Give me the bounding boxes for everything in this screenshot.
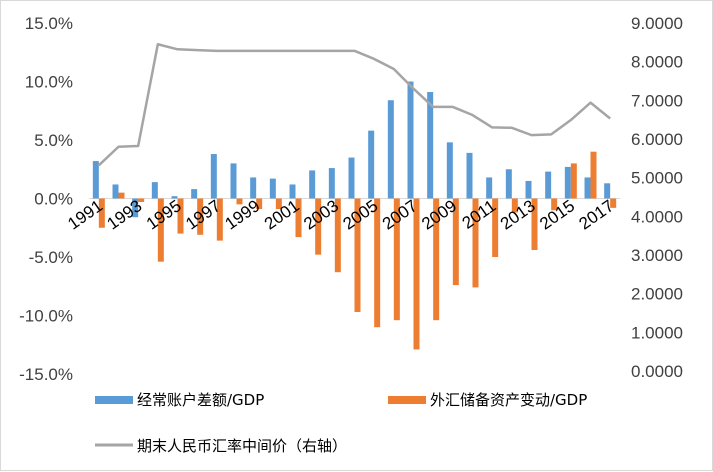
current-account-bar-1998 bbox=[230, 163, 237, 199]
legend-swatch-fx-reserves bbox=[388, 396, 426, 404]
current-account-bar-2008 bbox=[427, 92, 434, 199]
right-y-tick-label: 0.0000 bbox=[631, 362, 683, 381]
current-account-bar-2002 bbox=[309, 170, 316, 199]
current-account-bar-2001 bbox=[289, 184, 296, 199]
right-y-tick-label: 3.0000 bbox=[631, 246, 683, 265]
fx-reserve-bar-2000 bbox=[275, 198, 282, 210]
fx-reserve-bar-1998 bbox=[236, 198, 243, 205]
fx-reserve-bar-2011 bbox=[492, 198, 499, 257]
fx-reserve-bar-1991 bbox=[98, 198, 105, 228]
fx-reserve-bar-1996 bbox=[197, 198, 204, 235]
fx-reserve-bar-2009 bbox=[452, 198, 459, 286]
fx-reserve-bar-2003 bbox=[334, 198, 341, 273]
left-y-tick-label: 5.0% bbox=[34, 131, 73, 150]
current-account-bar-2005 bbox=[368, 130, 375, 199]
current-account-bar-1993 bbox=[132, 198, 139, 218]
current-account-bar-2004 bbox=[348, 157, 355, 199]
fx-reserve-bar-1997 bbox=[216, 198, 223, 241]
fx-reserve-bar-2010 bbox=[472, 198, 479, 288]
fx-reserve-bar-2006 bbox=[393, 198, 400, 321]
current-account-bar-1992 bbox=[112, 184, 119, 199]
current-account-bar-2012 bbox=[505, 169, 512, 199]
left-y-tick-label: 10.0% bbox=[25, 73, 73, 92]
right-y-tick-label: 1.0000 bbox=[631, 323, 683, 342]
fx-reserve-bar-2017 bbox=[610, 198, 617, 208]
fx-reserve-bar-2012 bbox=[511, 198, 518, 213]
current-account-bar-1996 bbox=[191, 189, 198, 199]
current-account-bar-2017 bbox=[604, 183, 611, 199]
fx-reserve-bar-2005 bbox=[374, 198, 381, 328]
legend-label-fx-reserves: 外汇储备资产变动/GDP bbox=[430, 391, 587, 409]
current-account-bar-2015 bbox=[564, 166, 571, 199]
right-y-tick-label: 5.0000 bbox=[631, 169, 683, 188]
fx-reserve-bar-1999 bbox=[256, 198, 263, 210]
current-account-bar-2016 bbox=[584, 177, 591, 199]
current-account-bar-2009 bbox=[446, 142, 453, 199]
fx-reserve-bar-2004 bbox=[354, 198, 361, 312]
fx-reserve-bar-2007 bbox=[413, 198, 420, 350]
left-y-tick-label: 0.0% bbox=[34, 190, 73, 209]
fx-reserve-bar-1993 bbox=[138, 198, 145, 203]
fx-reserve-bar-2002 bbox=[315, 198, 322, 255]
current-account-bar-1991 bbox=[92, 161, 99, 199]
current-account-bar-2011 bbox=[486, 177, 493, 199]
left-y-tick-label: -15.0% bbox=[19, 365, 73, 384]
fx-reserve-bar-1995 bbox=[177, 198, 184, 234]
right-y-tick-label: 2.0000 bbox=[631, 285, 683, 304]
fx-reserve-bar-1994 bbox=[157, 198, 164, 262]
left-y-tick-label: -5.0% bbox=[29, 248, 73, 267]
right-y-tick-label: 6.0000 bbox=[631, 130, 683, 149]
fx-reserve-bar-2014 bbox=[551, 198, 558, 211]
legend-swatch-current-account bbox=[95, 396, 133, 404]
current-account-bar-1997 bbox=[210, 154, 217, 199]
right-y-tick-label: 8.0000 bbox=[631, 53, 683, 72]
fx-reserve-bar-2013 bbox=[531, 198, 538, 250]
legend-label-exchange-rate: 期末人民币汇率中间价（右轴） bbox=[137, 437, 347, 455]
right-y-tick-label: 7.0000 bbox=[631, 91, 683, 110]
right-y-tick-label: 4.0000 bbox=[631, 207, 683, 226]
left-y-tick-label: -10.0% bbox=[19, 307, 73, 326]
fx-reserve-bar-2016 bbox=[590, 151, 597, 199]
current-account-bar-2013 bbox=[525, 180, 532, 199]
current-account-bar-1999 bbox=[250, 177, 257, 199]
legend-label-current-account: 经常账户差额/GDP bbox=[137, 391, 264, 409]
fx-reserve-bar-1992 bbox=[118, 192, 125, 199]
fx-reserve-bar-2001 bbox=[295, 198, 302, 238]
fx-reserve-bar-2008 bbox=[433, 198, 440, 321]
current-account-bar-2003 bbox=[328, 168, 335, 199]
exchange-rate-line bbox=[97, 43, 611, 167]
x-tick-label: 2015 bbox=[536, 196, 578, 233]
current-account-bar-2000 bbox=[269, 178, 276, 199]
left-y-tick-label: 15.0% bbox=[25, 14, 73, 33]
fx-reserve-bar-2015 bbox=[570, 163, 577, 199]
current-account-bar-2007 bbox=[407, 81, 414, 199]
current-account-bar-2010 bbox=[466, 152, 473, 199]
current-account-bar-2006 bbox=[387, 100, 394, 199]
current-account-bar-1994 bbox=[151, 182, 158, 199]
right-y-tick-label: 9.0000 bbox=[631, 14, 683, 33]
current-account-bar-2014 bbox=[545, 171, 552, 199]
current-account-bar-1995 bbox=[171, 196, 178, 199]
